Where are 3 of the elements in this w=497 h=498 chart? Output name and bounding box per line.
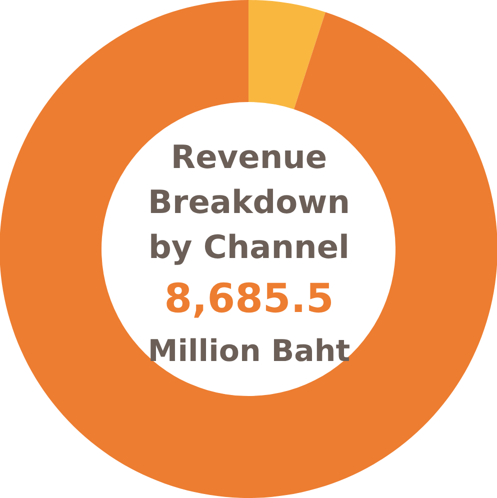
text: 8,685.5 — [164, 276, 334, 322]
text: Million Baht — [148, 334, 350, 369]
text: Revenue Breakdown by Channel — [148, 138, 350, 266]
